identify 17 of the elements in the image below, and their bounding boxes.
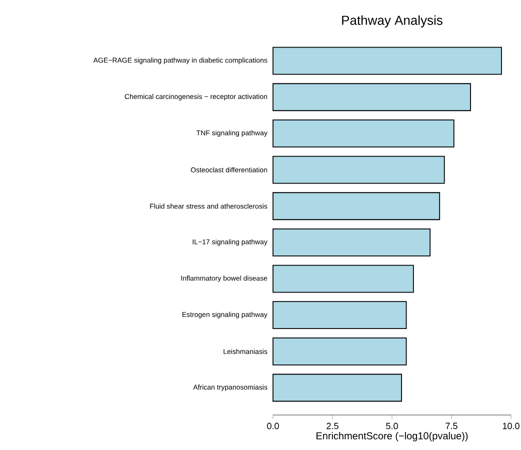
bar xyxy=(272,264,414,293)
x-tick-label: 5.0 xyxy=(386,422,398,430)
bar xyxy=(272,192,440,220)
bar xyxy=(272,228,431,256)
chart-title: Pathway Analysis xyxy=(342,15,442,28)
x-tick-label: 2.5 xyxy=(326,422,338,430)
bar xyxy=(272,46,502,75)
bar xyxy=(272,337,407,366)
bar xyxy=(272,83,471,112)
x-tick-label: 0.0 xyxy=(267,422,279,430)
x-axis-title: EnrichmentScore (−log10(pvalue)) xyxy=(316,432,468,442)
bar xyxy=(272,156,445,184)
bar xyxy=(272,374,402,402)
bar xyxy=(272,301,407,330)
x-tick-label: 7.5 xyxy=(446,422,458,430)
bar xyxy=(272,120,454,148)
x-tick-label: 10.0 xyxy=(502,422,520,430)
